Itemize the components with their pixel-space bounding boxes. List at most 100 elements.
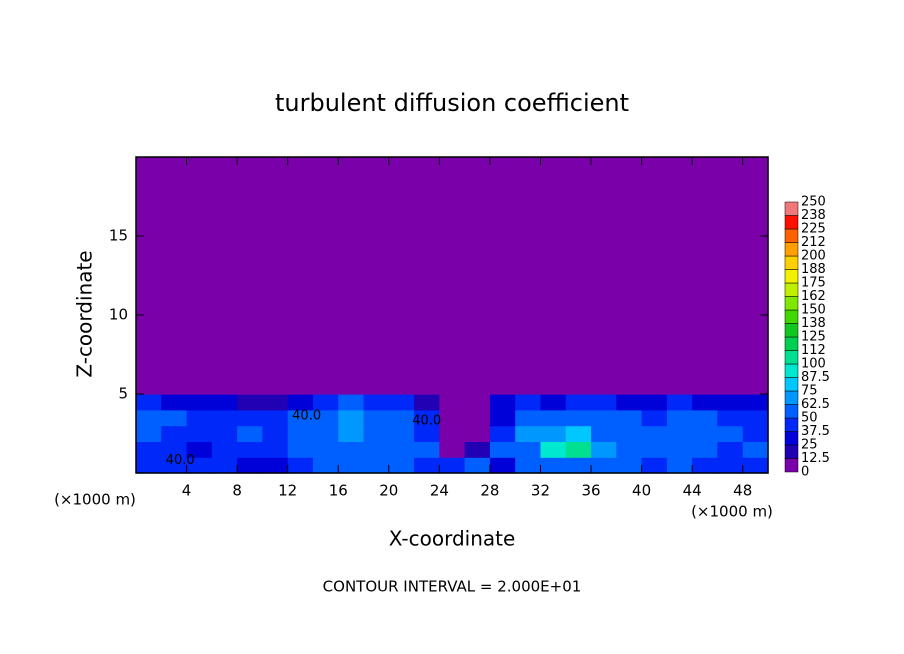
field-cell: [464, 425, 491, 442]
colorbar-label: 75: [801, 384, 818, 399]
colorbar-swatch: [784, 228, 799, 243]
colorbar-label: 138: [801, 316, 826, 331]
field-cell: [388, 425, 415, 442]
colorbar-swatch: [784, 363, 799, 378]
field-cell: [565, 425, 592, 442]
field-cell: [161, 425, 188, 442]
field-cell: [211, 441, 238, 458]
field-cell: [641, 394, 668, 411]
field-cell: [742, 457, 769, 474]
x-tick-label: 8: [232, 482, 242, 500]
field-cell: [742, 409, 769, 427]
y-tick-label: 5: [118, 385, 128, 403]
field-cell: [287, 409, 314, 427]
field-cell: [489, 409, 516, 427]
field-cell: [211, 157, 238, 379]
field-cell: [439, 157, 466, 379]
field-cell: [363, 157, 390, 379]
field-cell: [540, 441, 567, 458]
field-cell: [287, 441, 314, 458]
colorbar-swatch: [784, 323, 799, 338]
field-cell: [540, 425, 567, 442]
field-cell: [591, 394, 617, 411]
x-unit-left: (×1000 m): [54, 491, 136, 509]
field-cell: [666, 409, 693, 427]
field-cell: [312, 409, 339, 427]
colorbar-label: 100: [801, 357, 826, 372]
colorbar-swatch: [784, 255, 799, 270]
colorbar-swatch: [784, 444, 799, 459]
field-cell: [717, 378, 744, 395]
contour-label: 40.0: [166, 453, 195, 468]
field-cell: [641, 441, 668, 458]
field-cell: [616, 425, 643, 442]
x-unit-right: (×1000 m): [691, 503, 773, 521]
field-cell: [565, 378, 592, 395]
field-cell: [338, 441, 365, 458]
field-cell: [692, 457, 719, 474]
field-cell: [287, 457, 314, 474]
field-cell: [540, 409, 567, 427]
colorbar-swatch: [784, 201, 799, 216]
field-cell: [161, 378, 188, 395]
field-cell: [641, 157, 668, 379]
field-cell: [489, 425, 516, 442]
colorbar-label: 50: [801, 411, 818, 426]
field-cell: [591, 157, 617, 379]
colorbar-label: 112: [801, 343, 826, 358]
field-cell: [211, 394, 238, 411]
colorbar-swatch: [784, 350, 799, 365]
contour-label: 40.0: [412, 413, 441, 428]
field-cell: [641, 378, 668, 395]
field-cell: [211, 425, 238, 442]
field-cell: [565, 457, 592, 474]
colorbar-label: 162: [801, 289, 826, 304]
field-cell: [641, 457, 668, 474]
field-cell: [312, 457, 339, 474]
field-cell: [464, 457, 491, 474]
x-tick-label: 48: [733, 482, 752, 500]
colorbar-label: 238: [801, 208, 826, 223]
y-tick-label: 10: [109, 306, 128, 324]
field-cell: [136, 425, 162, 442]
x-tick-label: 32: [531, 482, 550, 500]
field-cell: [515, 457, 542, 474]
colorbar-swatch: [784, 309, 799, 324]
field-cell: [211, 457, 238, 474]
field-cell: [692, 378, 719, 395]
field-cell: [439, 394, 466, 411]
y-axis-label: Z-coordinate: [73, 250, 97, 377]
field-cell: [262, 425, 289, 442]
field-cell: [666, 457, 693, 474]
colorbar-label: 25: [801, 438, 818, 453]
field-cell: [338, 157, 365, 379]
field-cell: [237, 394, 263, 411]
field-cell: [489, 441, 516, 458]
field-cell: [616, 457, 643, 474]
field-cell: [136, 378, 162, 395]
field-cell: [161, 409, 188, 427]
field-cell: [312, 157, 339, 379]
field-cell: [136, 441, 162, 458]
field-cell: [464, 157, 491, 379]
field-cell: [439, 457, 466, 474]
field-cell: [287, 425, 314, 442]
field-cell: [312, 425, 339, 442]
field-cell: [540, 457, 567, 474]
colorbar-swatch: [784, 242, 799, 257]
field-cell: [287, 157, 314, 379]
field-cell: [692, 409, 719, 427]
field-cell: [414, 378, 440, 395]
colorbar-label: 212: [801, 235, 826, 250]
field-cell: [237, 425, 263, 442]
field-cell: [237, 378, 263, 395]
field-cell: [161, 441, 188, 458]
field-cell: [515, 394, 542, 411]
field-cell: [717, 394, 744, 411]
field-cell: [388, 157, 415, 379]
field-cell: [262, 441, 289, 458]
field-cell: [742, 425, 769, 442]
field-cell: [287, 394, 314, 411]
field-cell: [464, 394, 491, 411]
field-cell: [565, 441, 592, 458]
